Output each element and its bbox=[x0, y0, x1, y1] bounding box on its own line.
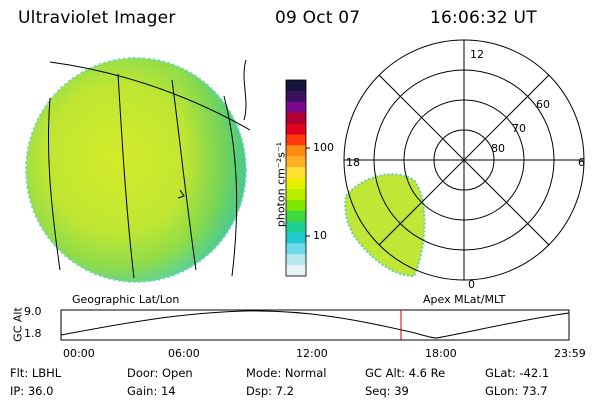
alt-tick-low: 1.8 bbox=[24, 327, 42, 340]
colorbar-unit-label: photon cm⁻²s⁻¹ bbox=[274, 141, 288, 228]
colorbar-segment bbox=[286, 90, 306, 103]
instrument-title: Ultraviolet Imager bbox=[18, 8, 176, 28]
earth-disk bbox=[25, 57, 247, 283]
lat-lon-grid bbox=[47, 59, 251, 279]
aurora-region bbox=[344, 173, 426, 278]
info-glon: GLon: 73.7 bbox=[485, 384, 548, 398]
image-time: 16:06:32 UT bbox=[430, 8, 537, 28]
time-tick-2359: 23:59 bbox=[554, 347, 586, 360]
polar-plot bbox=[343, 39, 585, 281]
mlt-label-18: 18 bbox=[346, 156, 360, 169]
gc-alt-axis-label: GC Alt bbox=[11, 307, 25, 342]
colorbar-segment bbox=[286, 112, 306, 125]
geographic-label: Geographic Lat/Lon bbox=[72, 293, 180, 306]
colorbar-segment bbox=[286, 80, 306, 92]
colorbar-segment bbox=[286, 123, 306, 136]
colorbar-segment bbox=[286, 199, 306, 212]
colorbar-segment bbox=[286, 178, 306, 190]
colorbar-tick-100: 100 bbox=[313, 141, 334, 154]
mlat-label-60: 60 bbox=[536, 98, 550, 111]
colorbar-tick-10: 10 bbox=[313, 229, 327, 242]
alt-tick-high: 9.0 bbox=[24, 305, 42, 318]
colorbar-segment bbox=[286, 188, 306, 201]
time-tick-1200: 12:00 bbox=[296, 347, 328, 360]
info-gain: Gain: 14 bbox=[127, 384, 176, 398]
colorbar-segment bbox=[286, 145, 306, 157]
info-seq: Seq: 39 bbox=[365, 384, 409, 398]
colorbar-scale bbox=[286, 80, 306, 277]
info-door: Door: Open bbox=[127, 366, 193, 380]
image-date: 09 Oct 07 bbox=[275, 8, 361, 28]
info-ip: IP: 36.0 bbox=[10, 384, 54, 398]
colorbar bbox=[285, 79, 310, 277]
mlt-label-12: 12 bbox=[470, 48, 484, 61]
colorbar-segment bbox=[286, 134, 306, 146]
apex-label: Apex MLat/MLT bbox=[423, 293, 506, 306]
colorbar-segment bbox=[286, 101, 306, 114]
info-gc-alt: GC Alt: 4.6 Re bbox=[365, 366, 446, 380]
colorbar-segment bbox=[286, 254, 306, 266]
colorbar-segment bbox=[286, 156, 306, 168]
colorbar-segment bbox=[286, 210, 306, 223]
time-tick-1800: 18:00 bbox=[425, 347, 457, 360]
polar-grid bbox=[343, 39, 585, 281]
info-filter: Flt: LBHL bbox=[10, 366, 62, 380]
info-dsp: Dsp: 7.2 bbox=[246, 384, 294, 398]
mlat-label-70: 70 bbox=[512, 122, 526, 135]
geographic-image-panel bbox=[25, 57, 251, 283]
altitude-plot bbox=[60, 309, 570, 341]
mlt-label-6: 6 bbox=[578, 156, 585, 169]
time-tick-0000: 00:00 bbox=[63, 347, 95, 360]
colorbar-segment bbox=[286, 232, 306, 244]
mlt-label-0: 0 bbox=[468, 278, 475, 291]
mlat-label-80: 80 bbox=[491, 142, 505, 155]
time-tick-0600: 06:00 bbox=[168, 347, 200, 360]
colorbar-segment bbox=[286, 243, 306, 255]
colorbar-segment bbox=[286, 167, 306, 179]
info-glat: GLat: -42.1 bbox=[485, 366, 550, 380]
info-mode: Mode: Normal bbox=[246, 366, 327, 380]
colorbar-segment bbox=[286, 265, 306, 277]
colorbar-segment bbox=[286, 221, 306, 234]
